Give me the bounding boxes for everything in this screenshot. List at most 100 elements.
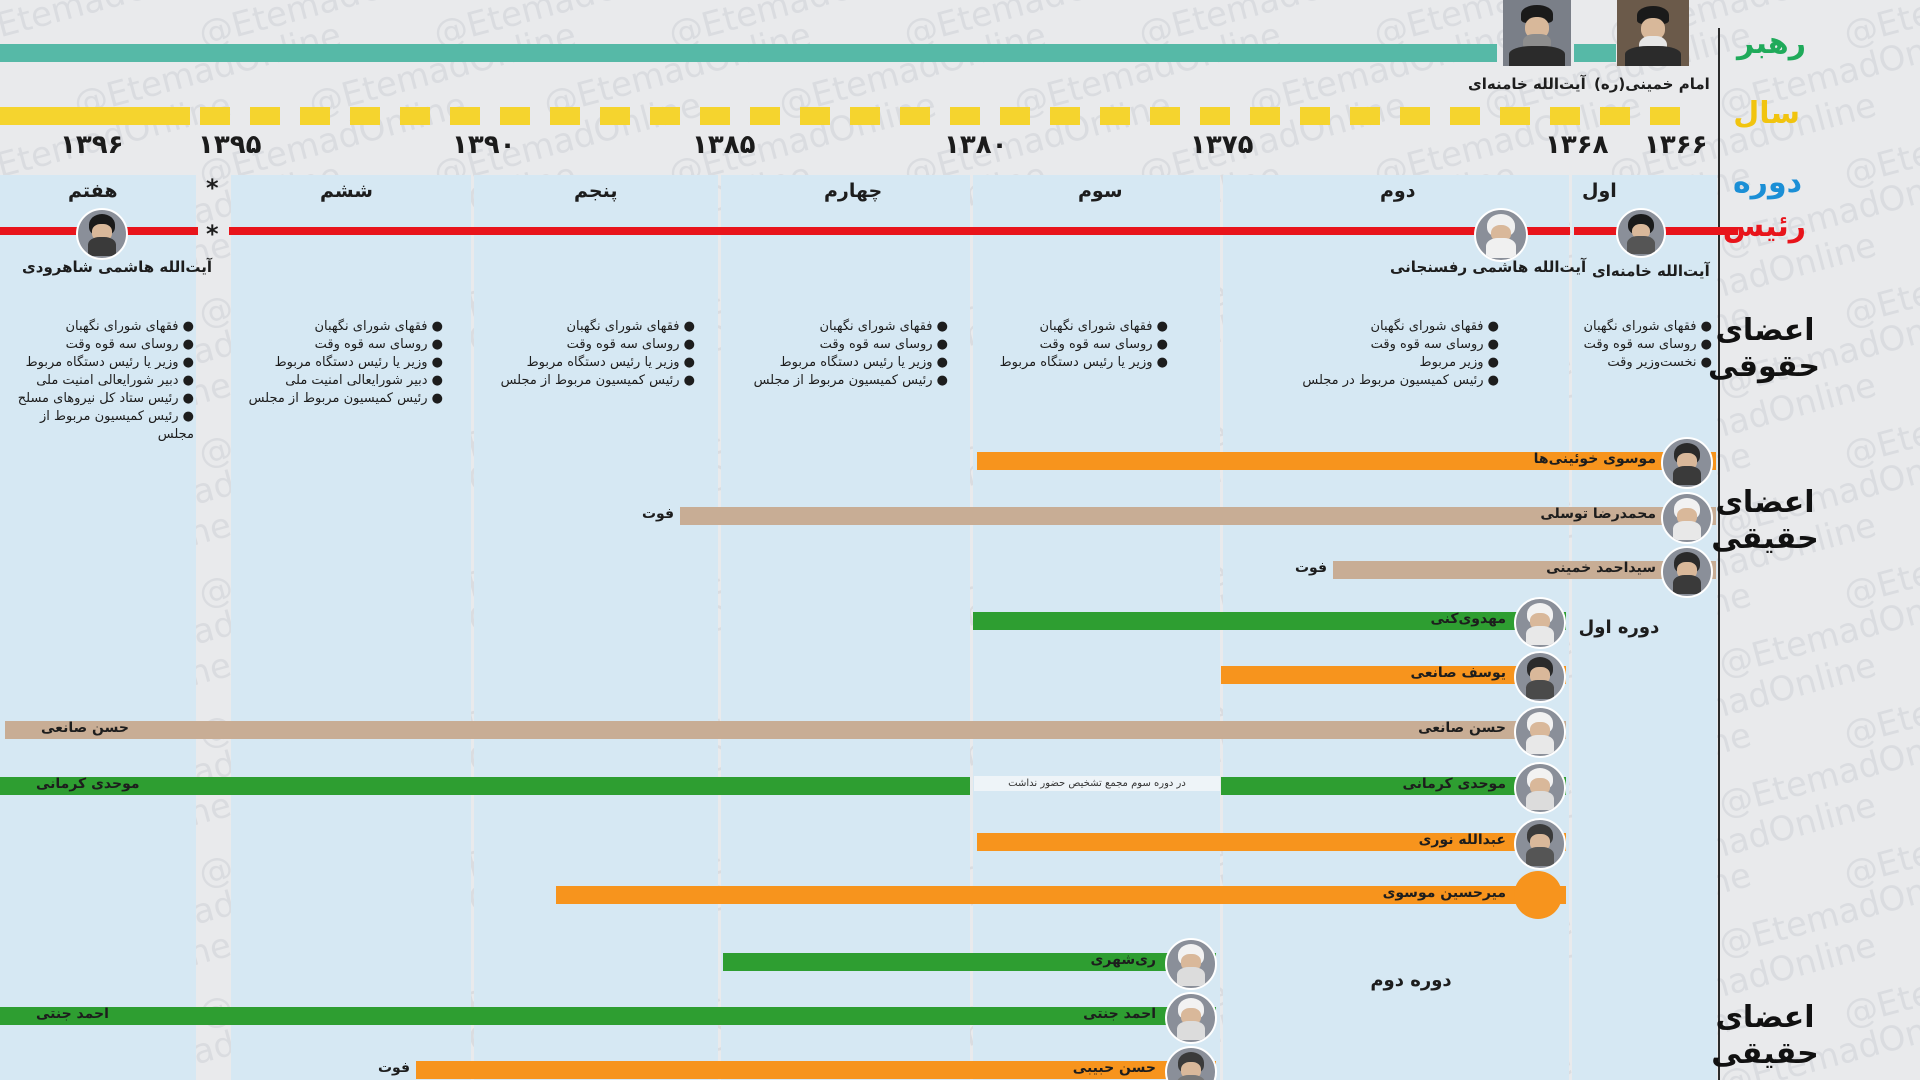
leader-name-khamenei: آیت‌الله خامنه‌ای <box>1468 75 1586 93</box>
year-dash <box>1250 107 1280 125</box>
year-label: ۱۳۹۰ <box>452 130 516 160</box>
leader-bar-khamenei <box>0 44 1497 62</box>
year-dash <box>850 107 880 125</box>
legal-member-item: ● وزیر یا رئیس دستگاه مربوط <box>274 355 443 370</box>
legal-member-item: ● رئیس کمیسیون مربوط از مجلس <box>248 391 443 406</box>
year-dash <box>950 107 980 125</box>
member-end-label: فوت <box>1294 560 1327 576</box>
legal-members-list: ● فقهای شورای نگهبان ● روسای سه قوه وقت ● … <box>249 318 443 408</box>
year-dash <box>1000 107 1030 125</box>
year-dash <box>1300 107 1330 125</box>
legal-member-item: ● دبیر شورایعالی امنیت ملی <box>285 373 443 388</box>
member-name: یوسف صانعی <box>1410 665 1506 681</box>
year-label: ۱۳۹۶ <box>60 130 124 160</box>
year-dash <box>1600 107 1630 125</box>
section-note-first-period: دوره اول <box>1578 617 1660 638</box>
legal-member-item: ● وزیر یا رئیس دستگاه مربوط <box>999 355 1168 370</box>
member-portrait-icon <box>1661 546 1713 598</box>
year-dash <box>250 107 280 125</box>
section-note-second-period: دوره دوم <box>1370 970 1452 991</box>
legal-member-item: ● رئیس ستاد کل نیروهای مسلح <box>17 391 194 406</box>
legal-members-list: ● فقهای شورای نگهبان ● روسای سه قوه وقت ● … <box>0 318 194 444</box>
member-bar: موحدی کرمانی <box>0 776 970 795</box>
period-label: اول <box>1582 180 1617 202</box>
year-dash <box>800 107 830 125</box>
member-bar: میرحسین موسوی <box>556 885 1566 904</box>
row-label-legal-members: اعضای حقوقی <box>1707 313 1820 384</box>
year-label: ۱۳۷۵ <box>1190 130 1254 160</box>
period-band-7 <box>0 175 196 1080</box>
year-dash <box>1150 107 1180 125</box>
legal-member-item: ● رئیس کمیسیون مربوط در مجلس <box>1302 373 1499 388</box>
watermark-text: @EtemadOnline <box>1839 505 1920 615</box>
member-portrait-icon <box>1514 706 1566 758</box>
year-dash <box>700 107 730 125</box>
watermark-text: @EtemadOnline <box>1714 715 1920 825</box>
legal-members-list: ● فقهای شورای نگهبان ● روسای سه قوه وقت ● … <box>754 318 948 390</box>
member-bar: احمد جنتی احمد جنتی <box>0 1006 1216 1025</box>
member-bar: حسن صانعی حسن صانعی <box>5 720 1566 739</box>
legal-member-item: ● فقهای شورای نگهبان <box>566 319 695 334</box>
year-dash <box>1400 107 1430 125</box>
legal-member-item: ● روسای سه قوه وقت <box>1039 337 1168 352</box>
legal-member-item: ● روسای سه قوه وقت <box>566 337 695 352</box>
leader-bar-khomeini <box>1574 44 1616 62</box>
member-portrait-icon <box>1165 1046 1217 1080</box>
portrait-icon <box>1617 0 1689 66</box>
legal-members-list: ● فقهای شورای نگهبان ● روسای سه قوه وقت ● … <box>1302 318 1499 390</box>
row-label-leader: رهبر <box>1737 26 1806 61</box>
row-label-real-members-second: اعضای حقیقی <box>1711 1000 1819 1071</box>
year-dash <box>0 107 190 125</box>
member-name: حسن حبیبی <box>1072 1060 1156 1076</box>
period-label: ششم <box>320 180 373 202</box>
year-dash <box>1650 107 1680 125</box>
row-label-real-members: اعضای حقیقی <box>1711 485 1819 556</box>
member-portrait-icon <box>1514 762 1566 814</box>
watermark-text: @EtemadOnline <box>1839 785 1920 895</box>
member-name-repeat: موحدی کرمانی <box>36 776 140 792</box>
watermark-text: @EtemadOnline <box>1714 575 1920 685</box>
legal-members-list: ● فقهای شورای نگهبان ● روسای سه قوه وقت ● … <box>1583 318 1712 372</box>
year-dash <box>750 107 780 125</box>
year-label: ۱۳۶۶ <box>1644 130 1708 160</box>
portrait-icon <box>1503 0 1571 66</box>
period-band-4 <box>721 175 970 1080</box>
watermark-text: @EtemadOnline <box>1839 85 1920 195</box>
member-bar: حسن حبیبی <box>416 1060 1216 1079</box>
member-name: عبدالله نوری <box>1418 832 1506 848</box>
member-name: مهدوی‌کنی <box>1430 611 1506 627</box>
legal-member-item: ● فقهای شورای نگهبان <box>819 319 948 334</box>
member-name: حسن صانعی <box>1418 720 1506 736</box>
portrait-icon <box>76 208 128 260</box>
legal-member-item: ● دبیر شورایعالی امنیت ملی <box>36 373 194 388</box>
watermark-text: @EtemadOnline <box>1839 645 1920 755</box>
year-dash <box>1100 107 1130 125</box>
member-name: موسوی خوئینی‌ها <box>1533 451 1656 467</box>
watermark-text: @EtemadOnline <box>304 15 581 125</box>
member-portrait-icon <box>1661 492 1713 544</box>
row-label-year: سال <box>1733 96 1800 131</box>
member-name: محمدرضا توسلی <box>1540 506 1656 522</box>
member-placeholder-icon <box>1514 871 1562 919</box>
legal-member-item: ● روسای سه قوه وقت <box>1583 337 1712 352</box>
period-label: چهارم <box>824 180 883 202</box>
legal-members-list: ● فقهای شورای نگهبان ● روسای سه قوه وقت ● … <box>1000 318 1168 372</box>
period-label: دوم <box>1380 180 1416 202</box>
member-name-repeat: حسن صانعی <box>41 720 129 736</box>
president-star: * <box>206 220 219 248</box>
member-name-repeat: احمد جنتی <box>36 1006 109 1022</box>
member-name: ری‌شهری <box>1090 952 1156 968</box>
president-line-rafsanjani <box>229 227 1570 235</box>
year-label: ۱۳۹۵ <box>198 130 262 160</box>
legal-member-item: ● فقهای شورای نگهبان <box>1039 319 1168 334</box>
legal-member-item: ● رئیس کمیسیون مربوط از مجلس <box>500 373 695 388</box>
year-dash <box>500 107 530 125</box>
legal-member-item: ● فقهای شورای نگهبان <box>314 319 443 334</box>
member-bar: موحدی کرمانی <box>1221 776 1566 795</box>
year-dash <box>1550 107 1580 125</box>
legal-member-item: ● وزیر یا رئیس دستگاه مربوط <box>779 355 948 370</box>
member-end-label: فوت <box>641 506 674 522</box>
member-name: موحدی کرمانی <box>1402 776 1506 792</box>
member-bar: موسوی خوئینی‌ها <box>977 451 1716 470</box>
